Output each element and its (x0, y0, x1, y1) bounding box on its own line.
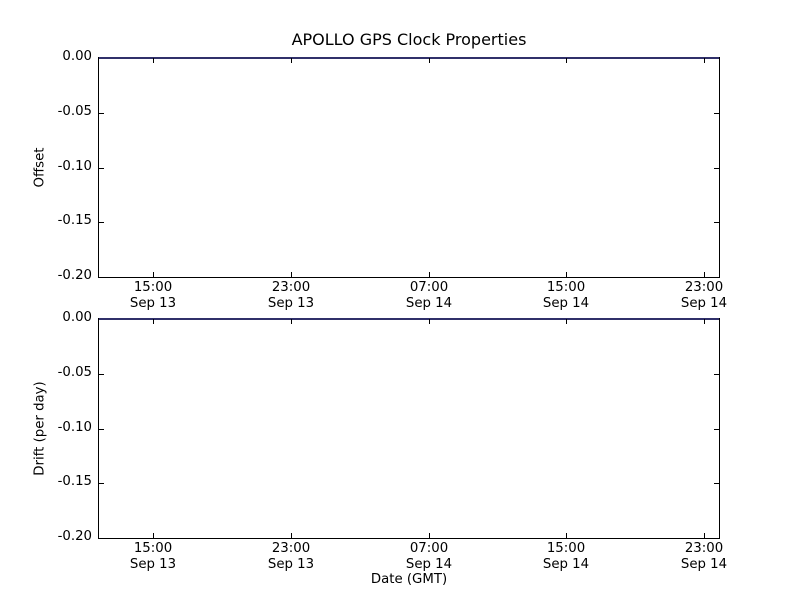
y-tick-label: -0.10 (57, 159, 92, 174)
x-tick-mark (153, 272, 154, 277)
x-tick-mark (704, 319, 705, 324)
x-tick-label: 23:00 Sep 14 (680, 541, 728, 572)
x-tick-label: 23:00 Sep 13 (267, 280, 315, 311)
y-tick-mark (714, 222, 719, 223)
x-axis-label: Date (GMT) (370, 572, 448, 587)
y-tick-mark (714, 113, 719, 114)
x-tick-label: 15:00 Sep 14 (542, 280, 590, 311)
y-tick-mark (99, 429, 104, 430)
x-tick-mark (291, 272, 292, 277)
x-tick-label: 23:00 Sep 14 (680, 280, 728, 311)
y-tick-label: 0.00 (62, 310, 92, 325)
x-tick-mark (566, 533, 567, 538)
x-tick-mark (153, 58, 154, 63)
y-tick-label: 0.00 (62, 49, 92, 64)
x-tick-label: 23:00 Sep 13 (267, 541, 315, 572)
drift-zero-series-line (99, 318, 719, 320)
x-tick-label: 15:00 Sep 13 (129, 541, 177, 572)
y-tick-mark (714, 168, 719, 169)
x-tick-mark (704, 533, 705, 538)
chart-title: APOLLO GPS Clock Properties (291, 30, 527, 49)
x-tick-mark (704, 58, 705, 63)
x-tick-label: 07:00 Sep 14 (405, 280, 453, 311)
y-tick-mark (99, 168, 104, 169)
y-tick-mark (99, 483, 104, 484)
y-tick-mark (714, 374, 719, 375)
y-tick-label: -0.05 (57, 365, 92, 380)
y-tick-label: -0.15 (57, 213, 92, 228)
x-tick-label: 15:00 Sep 13 (129, 280, 177, 311)
x-tick-mark (704, 272, 705, 277)
offset-zero-series-line (99, 57, 719, 59)
x-tick-mark (291, 58, 292, 63)
y-tick-mark (714, 483, 719, 484)
y-tick-label: -0.20 (57, 529, 92, 544)
x-tick-mark (291, 319, 292, 324)
x-tick-mark (429, 58, 430, 63)
y-tick-label: -0.10 (57, 420, 92, 435)
y-tick-mark (99, 222, 104, 223)
y-tick-label: -0.15 (57, 474, 92, 489)
axes-offset (98, 57, 720, 278)
y-tick-label: -0.20 (57, 268, 92, 283)
x-tick-mark (429, 272, 430, 277)
y-tick-mark (714, 429, 719, 430)
y-tick-mark (99, 374, 104, 375)
x-tick-mark (566, 319, 567, 324)
x-tick-mark (291, 533, 292, 538)
y-tick-label: -0.05 (57, 104, 92, 119)
y-tick-mark (99, 113, 104, 114)
x-tick-mark (153, 533, 154, 538)
x-tick-mark (153, 319, 154, 324)
x-tick-mark (429, 319, 430, 324)
x-tick-mark (566, 272, 567, 277)
x-tick-mark (566, 58, 567, 63)
axes-drift (98, 318, 720, 539)
x-tick-mark (429, 533, 430, 538)
x-tick-label: 07:00 Sep 14 (405, 541, 453, 572)
x-tick-label: 15:00 Sep 14 (542, 541, 590, 572)
